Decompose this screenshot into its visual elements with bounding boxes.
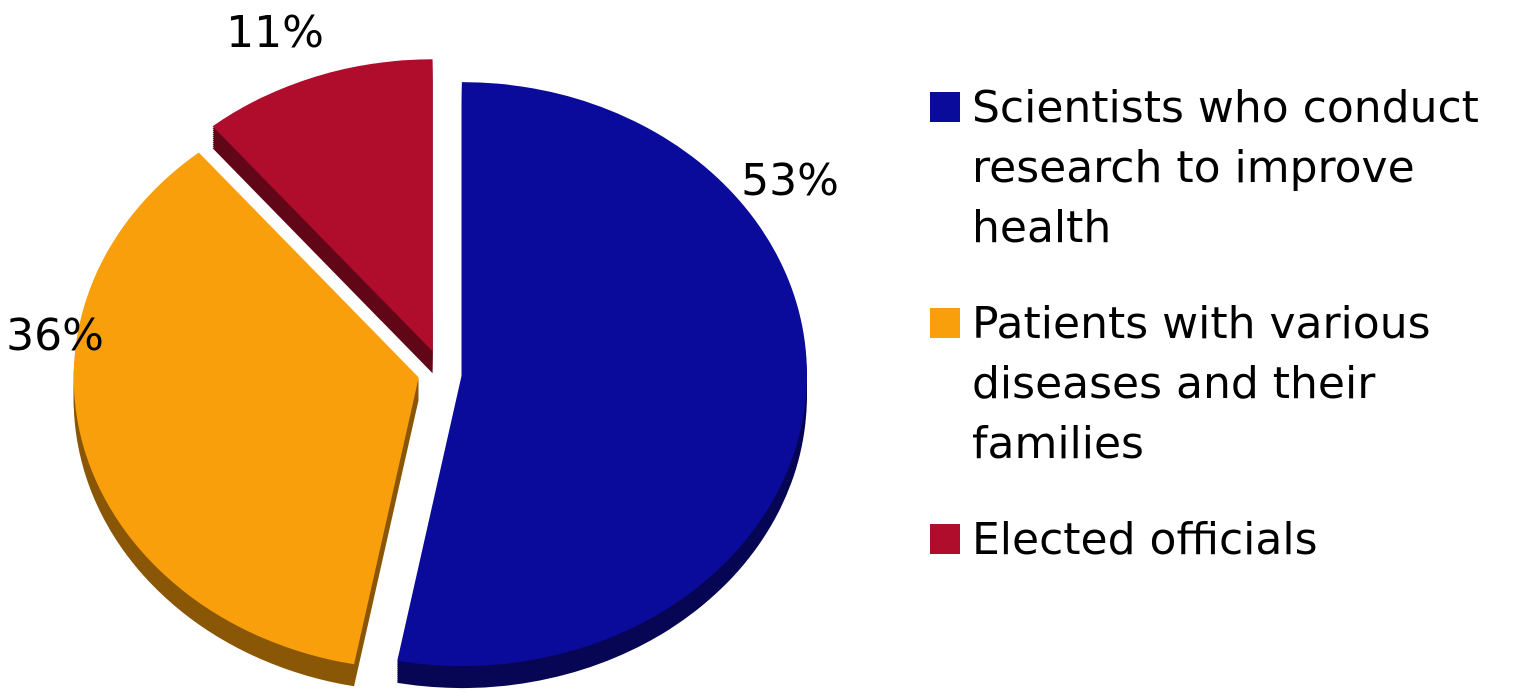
pie-slice — [397, 82, 807, 689]
legend-item: Patients with various diseases and their… — [930, 294, 1530, 474]
pie-slice — [212, 59, 433, 374]
pie-slice — [73, 152, 419, 687]
slice-top — [397, 82, 807, 667]
legend-item: Scientists who conduct research to impro… — [930, 78, 1530, 258]
chart: 53% 36% 11% — [6, 7, 839, 689]
legend-swatch — [930, 308, 960, 338]
slice-top — [212, 59, 433, 352]
legend-label: Patients with various diseases and their… — [972, 298, 1431, 469]
slice-top — [73, 152, 419, 665]
legend-swatch — [930, 524, 960, 554]
legend: Scientists who conduct research to impro… — [930, 78, 1530, 606]
legend-swatch — [930, 92, 960, 122]
legend-label: Elected officials — [972, 514, 1318, 565]
data-label: 53% — [741, 155, 839, 206]
data-label: 36% — [6, 310, 104, 361]
legend-item: Elected officials — [930, 510, 1530, 570]
data-label: 11% — [226, 7, 324, 58]
legend-label: Scientists who conduct research to impro… — [972, 82, 1479, 253]
